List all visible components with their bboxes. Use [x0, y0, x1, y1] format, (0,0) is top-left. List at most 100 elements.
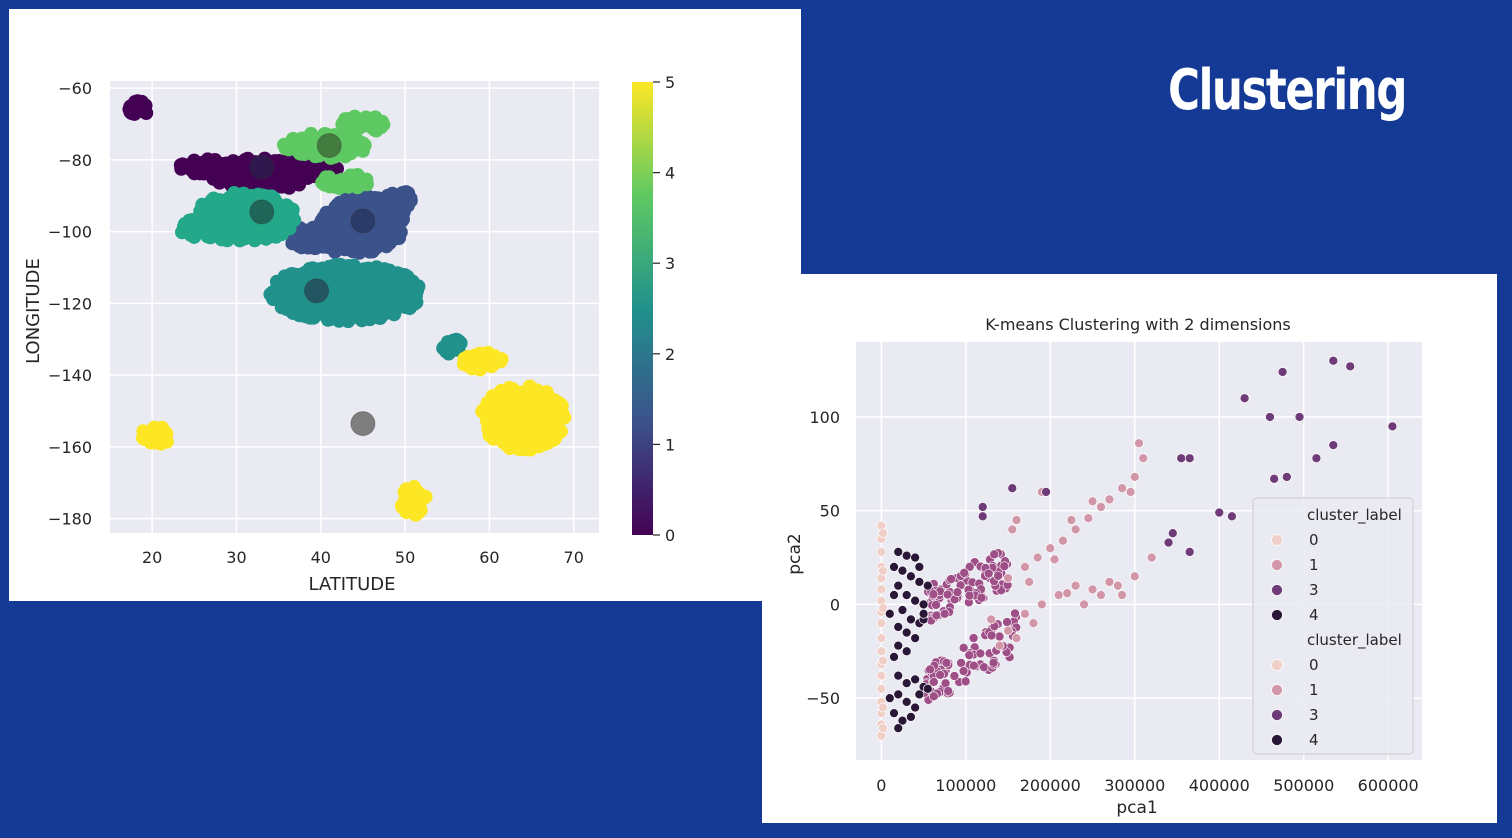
data-point	[901, 550, 912, 561]
data-point	[939, 609, 950, 619]
y-tick-label: −140	[48, 366, 92, 385]
slide-title: Clustering	[1168, 58, 1407, 123]
data-point	[528, 401, 543, 416]
data-point	[330, 225, 345, 240]
data-point	[315, 261, 330, 276]
data-point	[197, 214, 212, 229]
cluster-center	[350, 208, 376, 234]
legend-marker	[1271, 659, 1283, 671]
data-point	[1096, 590, 1106, 600]
data-point	[910, 702, 920, 713]
data-point	[1003, 625, 1013, 636]
data-point	[214, 226, 229, 241]
data-point	[1020, 608, 1030, 619]
cluster-5	[135, 345, 572, 522]
data-point	[876, 633, 887, 644]
data-point	[1176, 453, 1187, 464]
data-point	[889, 562, 899, 572]
data-point	[893, 622, 904, 632]
data-point	[975, 648, 986, 659]
data-point	[553, 409, 568, 424]
x-axis-label: pca1	[1116, 798, 1157, 818]
data-point	[205, 199, 220, 214]
colorbar-tick-label: 3	[665, 254, 675, 273]
data-point	[893, 640, 904, 651]
data-point	[876, 618, 887, 629]
legend-entry-label: 4	[1309, 606, 1319, 624]
data-point	[976, 592, 987, 603]
data-point	[369, 284, 384, 299]
data-point	[988, 657, 999, 668]
data-point	[958, 666, 969, 676]
data-point	[333, 310, 348, 325]
magenta-band	[919, 608, 1022, 705]
colorbar-tick-label: 2	[665, 345, 675, 364]
data-point	[244, 227, 259, 242]
cluster-center	[316, 133, 342, 159]
legend-marker	[1271, 734, 1283, 746]
data-point	[1002, 617, 1012, 627]
data-point	[960, 676, 971, 687]
data-point	[1129, 472, 1140, 482]
y-tick-label: −100	[48, 223, 92, 242]
data-point	[1066, 515, 1077, 525]
data-point	[1214, 507, 1225, 518]
data-point	[289, 286, 304, 301]
data-point	[512, 442, 527, 457]
y-tick-label: −180	[48, 510, 92, 529]
legend-title: cluster_label	[1307, 506, 1402, 525]
data-point	[517, 392, 532, 407]
data-point	[460, 358, 475, 373]
data-point	[918, 599, 929, 610]
data-point	[1104, 494, 1115, 505]
data-point	[906, 571, 916, 582]
data-point	[878, 603, 888, 614]
data-point	[1387, 421, 1398, 432]
data-point	[941, 658, 952, 668]
data-point	[925, 664, 935, 675]
data-point	[1167, 528, 1178, 539]
data-point	[922, 683, 933, 694]
data-point	[1049, 554, 1060, 565]
data-point	[878, 702, 888, 713]
data-point	[1087, 496, 1098, 507]
data-point	[993, 571, 1003, 581]
data-point	[914, 562, 925, 572]
y-axis-label: pca2	[785, 533, 805, 574]
data-point	[1037, 599, 1047, 610]
data-point	[901, 627, 912, 638]
data-point	[387, 307, 402, 322]
data-point	[1079, 599, 1089, 610]
data-point	[1011, 633, 1022, 644]
data-point	[977, 511, 988, 522]
data-point	[922, 580, 933, 591]
x-tick-label: 100000	[935, 776, 996, 795]
colorbar-tick-label: 0	[665, 526, 675, 545]
data-point	[1104, 577, 1115, 587]
data-point	[986, 614, 997, 625]
legend-marker	[1271, 584, 1283, 596]
data-point	[901, 590, 912, 600]
data-point	[389, 292, 404, 307]
data-point	[338, 192, 353, 207]
data-point	[906, 712, 916, 722]
legend-marker	[1271, 684, 1283, 696]
data-point	[353, 271, 368, 286]
data-point	[302, 224, 317, 239]
series-0	[876, 520, 888, 741]
y-tick-label: 0	[830, 595, 840, 614]
data-point	[959, 568, 969, 578]
data-point	[949, 671, 960, 681]
y-tick-label: −80	[58, 151, 92, 170]
data-point	[221, 157, 236, 172]
cluster-center	[249, 154, 275, 180]
y-tick-label: 100	[809, 408, 840, 427]
data-point	[187, 153, 202, 168]
data-point	[1010, 608, 1020, 619]
data-point	[499, 434, 514, 449]
data-point	[477, 401, 492, 416]
cluster-center	[249, 199, 275, 225]
data-point	[942, 589, 953, 600]
data-point	[910, 674, 920, 685]
data-point	[929, 677, 939, 687]
